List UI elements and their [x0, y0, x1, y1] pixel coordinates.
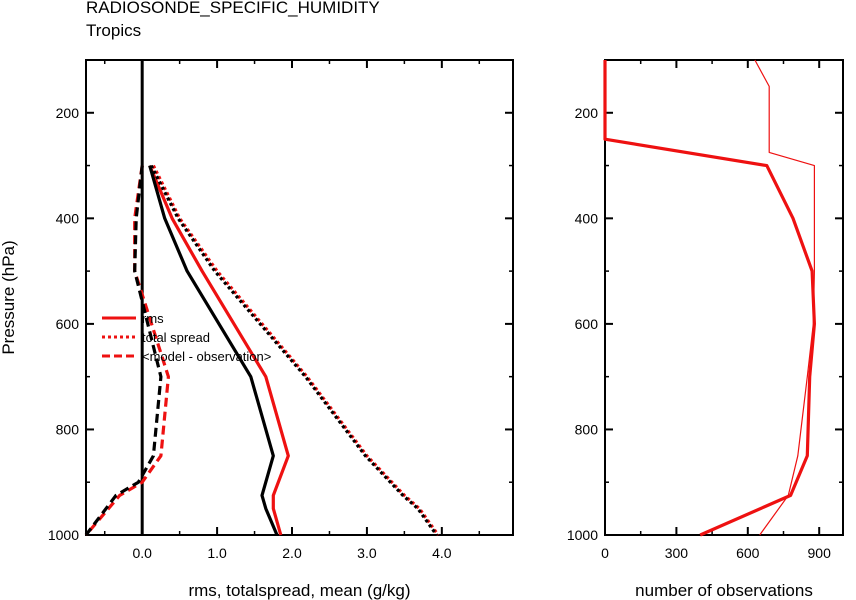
series-line-black-solid [148, 165, 279, 536]
series-line-red-solid-thick [603, 60, 817, 537]
x-axis-label: number of observations [635, 581, 813, 600]
y-tick-label: 600 [56, 316, 80, 332]
chart-title: RADIOSONDE_SPECIFIC_HUMIDITY [86, 0, 380, 17]
legend-label: rms [142, 311, 164, 326]
x-tick-label: 0 [601, 545, 609, 561]
legend-label: total spread [142, 330, 210, 345]
observation-count-panel: 0 300 600 900 200 400 600 800 1000 number of obse… [567, 59, 844, 600]
y-tick-label: 200 [575, 105, 599, 121]
series-line-black-dashed [84, 165, 163, 536]
rms-spread-mean-panel: 0.0 1.0 2.0 3.0 4.0 200 400 600 800 1000 rms, tota… [0, 59, 514, 600]
series-line-red-solid-thin [754, 59, 816, 536]
y-tick-label: 800 [56, 421, 80, 437]
legend-label: <model - observation> [142, 349, 271, 364]
y-tick-label: 200 [56, 105, 80, 121]
x-tick-label: 4.0 [432, 545, 452, 561]
x-tick-label: 900 [808, 545, 832, 561]
plot-frame [604, 59, 844, 536]
series-line-black-dotted [149, 164, 438, 536]
y-axis-label: Pressure (hPa) [0, 240, 18, 354]
x-tick-label: 2.0 [282, 545, 302, 561]
y-tick-label: 600 [575, 316, 599, 332]
x-tick-label: 1.0 [207, 545, 227, 561]
x-tick-label: 600 [736, 545, 760, 561]
x-tick-label: 300 [665, 545, 689, 561]
y-tick-label: 1000 [48, 527, 79, 543]
chart-subtitle: Tropics [86, 21, 142, 40]
x-tick-label: 0.0 [132, 545, 152, 561]
y-tick-label: 400 [56, 210, 80, 226]
y-tick-label: 1000 [567, 527, 598, 543]
x-tick-label: 3.0 [357, 545, 377, 561]
x-axis-label: rms, totalspread, mean (g/kg) [188, 581, 410, 600]
y-tick-label: 800 [575, 421, 599, 437]
y-tick-label: 400 [575, 210, 599, 226]
series-line-red-solid [148, 164, 290, 536]
plot-frame [85, 59, 514, 536]
